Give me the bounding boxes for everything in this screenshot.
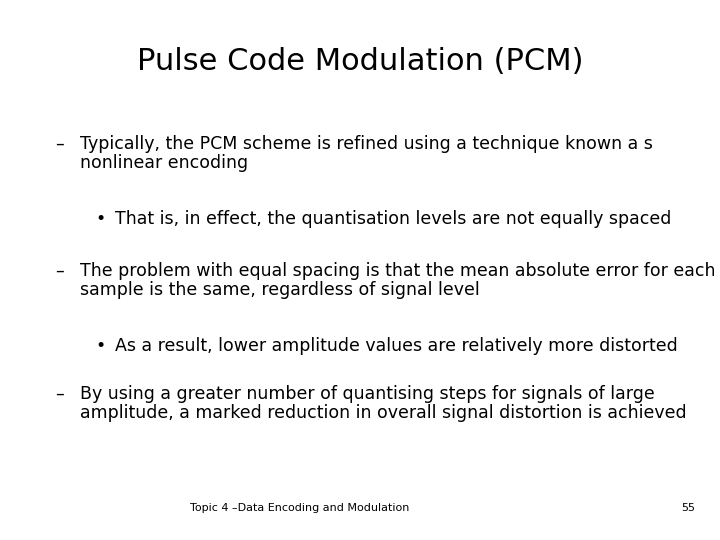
Text: The problem with equal spacing is that the mean absolute error for each: The problem with equal spacing is that t… [80, 262, 716, 280]
Text: –: – [55, 262, 64, 280]
Text: –: – [55, 135, 64, 153]
Text: As a result, lower amplitude values are relatively more distorted: As a result, lower amplitude values are … [115, 337, 678, 355]
Text: •: • [95, 337, 105, 355]
Text: Typically, the PCM scheme is refined using a technique known a s: Typically, the PCM scheme is refined usi… [80, 135, 653, 153]
Text: amplitude, a marked reduction in overall signal distortion is achieved: amplitude, a marked reduction in overall… [80, 404, 687, 422]
Text: That is, in effect, the quantisation levels are not equally spaced: That is, in effect, the quantisation lev… [115, 210, 671, 228]
Text: –: – [55, 385, 64, 403]
Text: 55: 55 [681, 503, 695, 513]
Text: By using a greater number of quantising steps for signals of large: By using a greater number of quantising … [80, 385, 654, 403]
Text: •: • [95, 210, 105, 228]
Text: nonlinear encoding: nonlinear encoding [80, 154, 248, 172]
Text: Pulse Code Modulation (PCM): Pulse Code Modulation (PCM) [137, 48, 583, 77]
Text: sample is the same, regardless of signal level: sample is the same, regardless of signal… [80, 281, 480, 299]
Text: Topic 4 –Data Encoding and Modulation: Topic 4 –Data Encoding and Modulation [190, 503, 410, 513]
